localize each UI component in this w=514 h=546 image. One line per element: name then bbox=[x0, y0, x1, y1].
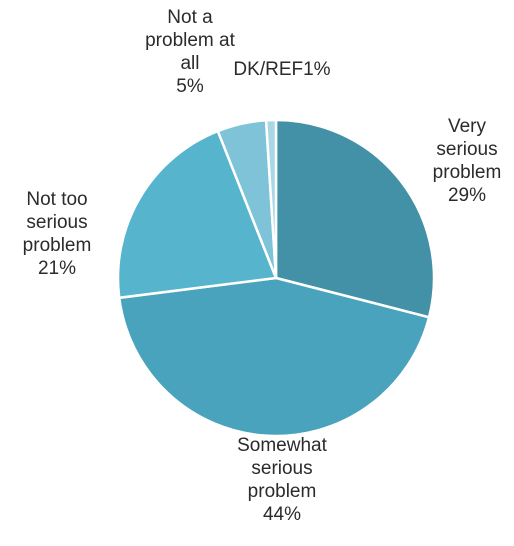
pie-labels: Very serious problem 29%Somewhat serious prob… bbox=[23, 7, 502, 525]
slice-label-line: 44% bbox=[263, 504, 301, 525]
slice-label-line: problem bbox=[23, 235, 92, 256]
slice-label-not-too-serious-problem: Not too serious problem 21% bbox=[23, 189, 92, 279]
slice-label-line: serious bbox=[251, 458, 312, 479]
slice-label-line: 29% bbox=[448, 185, 486, 206]
slice-label-somewhat-serious-problem: Somewhat serious problem 44% bbox=[237, 435, 327, 525]
slice-label-line: serious bbox=[26, 212, 87, 233]
slice-label-line: all bbox=[180, 53, 199, 74]
slice-label-line: problem bbox=[433, 162, 502, 183]
slice-label-line: problem bbox=[248, 481, 317, 502]
pie-slice-very-serious-problem bbox=[274, 118, 436, 319]
slice-label-line: Not too bbox=[26, 189, 87, 210]
slice-label-line: Very bbox=[448, 116, 487, 137]
pie-slice-dk-ref bbox=[264, 118, 278, 279]
pie-slices bbox=[116, 118, 436, 438]
slice-label-line: serious bbox=[436, 139, 497, 160]
slice-label-line: Somewhat bbox=[237, 435, 327, 456]
slice-label-line: 21% bbox=[38, 258, 76, 279]
slice-label-dk-ref: DK/REF1% bbox=[233, 59, 330, 80]
pie-slice-somewhat-serious-problem bbox=[117, 276, 431, 438]
slice-label-line: Not a bbox=[167, 7, 213, 28]
slice-label-not-a-problem-at-all: Not a problem at all 5% bbox=[145, 7, 235, 97]
slice-label-line: problem at bbox=[145, 30, 235, 51]
slice-label-line: DK/REF1% bbox=[233, 59, 330, 80]
slice-label-very-serious-problem: Very serious problem 29% bbox=[433, 116, 502, 206]
pie-slice-not-too-serious-problem bbox=[116, 129, 278, 300]
slice-label-line: 5% bbox=[176, 76, 204, 97]
